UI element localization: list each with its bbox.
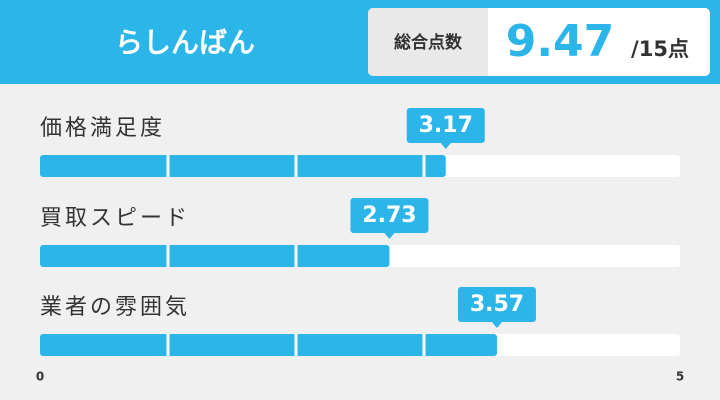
value-label: 3.17 xyxy=(419,113,473,138)
score-label: 総合点数 xyxy=(394,32,463,53)
bar xyxy=(40,155,446,177)
x-tick-label: 0 xyxy=(36,370,44,384)
value-badge xyxy=(457,287,536,328)
bar xyxy=(40,334,497,356)
x-tick-label: 5 xyxy=(676,370,684,384)
category-label: 業者の雰囲気 xyxy=(40,295,190,320)
bar xyxy=(40,245,390,267)
value-label: 2.73 xyxy=(362,203,416,228)
category-label: 買取スピード xyxy=(40,206,190,231)
value-label: 3.57 xyxy=(470,292,524,317)
total-max: /15点 xyxy=(631,37,689,61)
category-label: 価格満足度 xyxy=(40,116,165,141)
chart-title: らしんばん xyxy=(115,26,255,59)
value-badge xyxy=(406,108,485,149)
value-badge xyxy=(350,198,429,239)
total-score: 9.47 xyxy=(506,16,615,67)
score-label-bg xyxy=(368,8,488,76)
